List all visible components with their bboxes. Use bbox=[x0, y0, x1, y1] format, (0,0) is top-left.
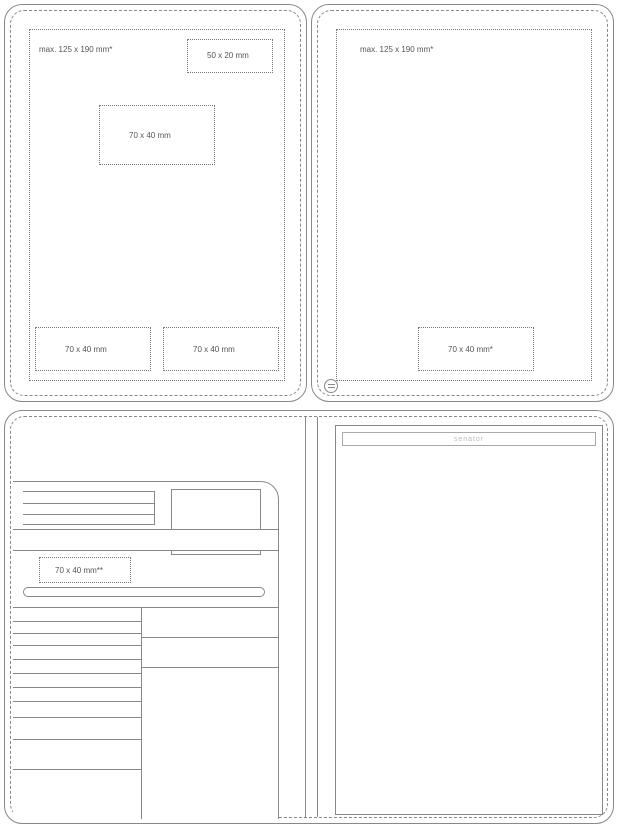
inside-spread-panel: 70 x 40 mm** senator bbox=[4, 410, 614, 824]
top-slot-line-1 bbox=[23, 503, 155, 504]
front-zone-bottomright-label: 70 x 40 mm bbox=[193, 345, 235, 354]
front-zone-bottomleft-label: 70 x 40 mm bbox=[65, 345, 107, 354]
lower-vertical-divider bbox=[141, 607, 142, 819]
card-slot-4 bbox=[13, 659, 141, 660]
front-zone-topright-label: 50 x 20 mm bbox=[207, 51, 249, 60]
card-slot-5 bbox=[13, 673, 141, 674]
card-slot-10 bbox=[13, 769, 141, 770]
top-slot-line-2 bbox=[23, 514, 155, 515]
right-comp-line-2 bbox=[141, 667, 279, 668]
front-zone-center-label: 70 x 40 mm bbox=[129, 131, 171, 140]
brand-logo-icon bbox=[324, 379, 338, 393]
card-slot-9 bbox=[13, 739, 141, 740]
notepad-brand-label: senator bbox=[454, 436, 484, 443]
elastic-strap bbox=[13, 529, 279, 551]
lower-top-line bbox=[13, 607, 279, 608]
card-slot-3 bbox=[13, 645, 141, 646]
inner-print-zone-label: 70 x 40 mm** bbox=[55, 566, 103, 575]
spine-line-left bbox=[305, 417, 306, 817]
card-slot-7 bbox=[13, 701, 141, 702]
pen-loop bbox=[23, 587, 265, 597]
card-slot-2 bbox=[13, 633, 141, 634]
notepad: senator bbox=[335, 425, 603, 815]
diagram-root: max. 125 x 190 mm* 50 x 20 mm 70 x 40 mm… bbox=[0, 0, 620, 828]
back-cover-panel: max. 125 x 190 mm* 70 x 40 mm* bbox=[311, 4, 614, 402]
spine-line-right bbox=[317, 417, 318, 817]
right-comp-line-1 bbox=[141, 637, 279, 638]
card-slot-6 bbox=[13, 687, 141, 688]
row-covers: max. 125 x 190 mm* 50 x 20 mm 70 x 40 mm… bbox=[4, 4, 616, 402]
notepad-header: senator bbox=[342, 432, 596, 446]
back-zone-bottom-label: 70 x 40 mm* bbox=[448, 345, 493, 354]
front-zone-max-label: max. 125 x 190 mm* bbox=[39, 45, 112, 54]
row-inside: 70 x 40 mm** senator bbox=[4, 410, 616, 824]
card-slot-8 bbox=[13, 717, 141, 718]
top-slot-box bbox=[23, 491, 155, 525]
front-cover-panel: max. 125 x 190 mm* 50 x 20 mm 70 x 40 mm… bbox=[4, 4, 307, 402]
card-slot-1 bbox=[13, 621, 141, 622]
back-zone-max-label: max. 125 x 190 mm* bbox=[360, 45, 433, 54]
